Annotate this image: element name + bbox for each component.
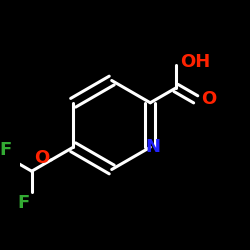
Text: F: F (0, 141, 12, 159)
Text: O: O (34, 148, 49, 166)
Text: O: O (202, 90, 217, 108)
Text: OH: OH (180, 53, 211, 71)
Text: N: N (145, 138, 160, 156)
Text: F: F (17, 194, 29, 212)
